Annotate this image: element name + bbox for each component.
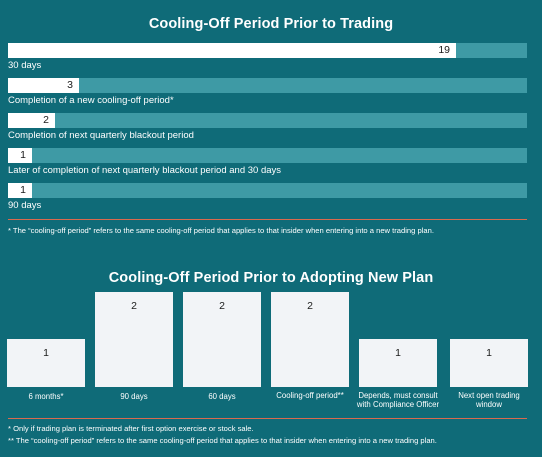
bar-track: 19 [8,43,527,58]
bar [271,292,349,387]
bar [7,339,85,387]
bar-category-label: Next open trading window [458,391,520,409]
bar-value-label: 2 [219,300,225,312]
bar-category-label: 90 days [8,200,42,211]
bar-category-label: Completion of a new cooling-off period* [8,95,174,106]
footnote-trading: * The “cooling-off period” refers to the… [8,226,434,235]
footnote-2: ** The “cooling-off period” refers to th… [8,436,437,445]
bar-value-label: 2 [307,300,313,312]
bar [95,292,173,387]
divider-rule-2 [8,418,527,419]
bar-category-label: 60 days [208,392,236,401]
bar-value-label: 3 [67,79,73,91]
bar-category-label: Depends, must consult with Compliance Of… [356,391,440,409]
bar [359,339,437,387]
bar-track: 2 [8,113,527,128]
chart-title-trading: Cooling-Off Period Prior to Trading [148,16,394,32]
bar-track: 3 [8,78,527,93]
bar-category-label: 90 days [120,392,148,401]
bar-value-label: 1 [20,149,26,161]
bar-value-label: 1 [486,347,492,359]
bar-category-label: Later of completion of next quarterly bl… [8,165,282,176]
bar-value-label: 1 [43,347,49,359]
bar [8,148,32,163]
bar-track: 1 [8,183,527,198]
bar [8,78,79,93]
bar-value-label: 1 [20,184,26,196]
footnote-1: * Only if trading plan is terminated aft… [8,424,254,433]
bar [8,113,55,128]
bar-track: 1 [8,148,527,163]
bar [450,339,528,387]
bar [183,292,261,387]
bar [8,43,456,58]
bar-category-label: 6 months* [28,392,64,401]
bar-category-label: Completion of next quarterly blackout pe… [8,130,194,141]
bar-value-label: 2 [131,300,137,312]
bar-value-label: 2 [43,114,49,126]
bar-value-label: 19 [438,44,450,56]
bar-category-label: 30 days [8,60,42,71]
bar-category-label: Cooling-off period** [276,391,344,400]
chart-title-adopting: Cooling-Off Period Prior to Adopting New… [108,270,434,286]
divider-rule [8,219,527,220]
bar [8,183,32,198]
bar-value-label: 1 [395,347,401,359]
